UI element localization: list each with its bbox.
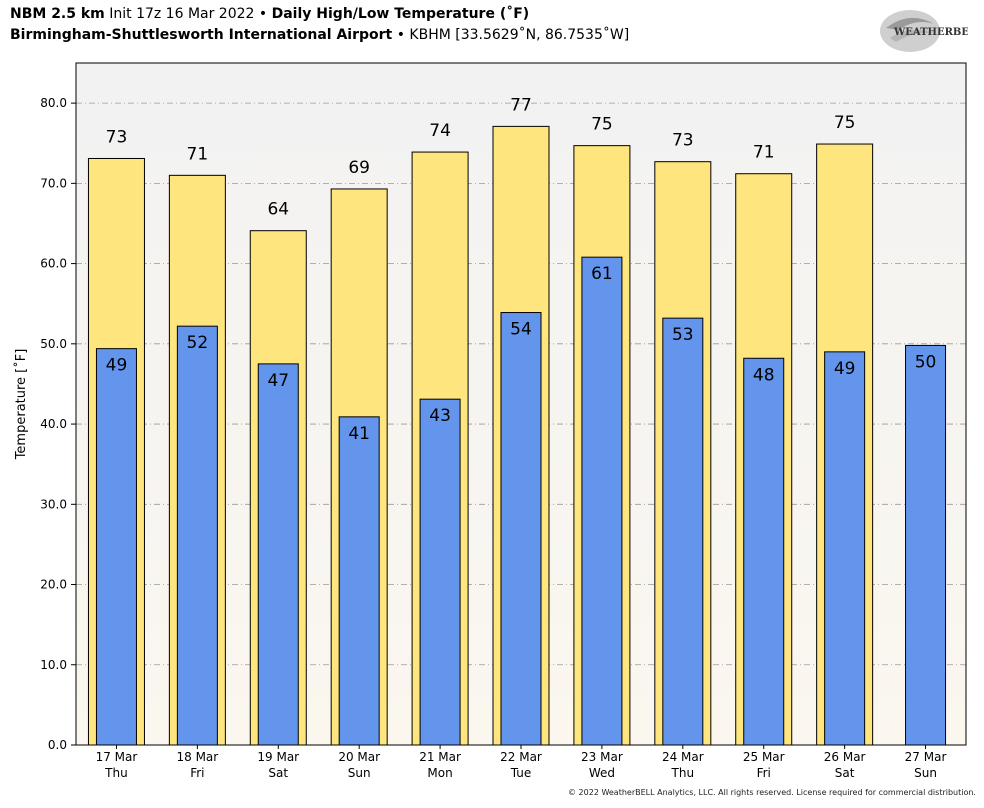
logo-text: WEATHERBELL bbox=[893, 27, 968, 38]
x-tick-date: 22 Mar bbox=[500, 750, 542, 764]
low-value-label: 61 bbox=[591, 264, 613, 284]
station-bullet: • bbox=[396, 27, 405, 43]
x-tick-day: Sun bbox=[348, 766, 371, 780]
x-tick-day: Mon bbox=[427, 766, 452, 780]
low-bar bbox=[338, 416, 380, 746]
x-tick-day: Sat bbox=[835, 766, 855, 780]
low-value-label: 43 bbox=[429, 406, 451, 426]
high-value-label: 75 bbox=[834, 113, 856, 133]
bars bbox=[87, 125, 947, 746]
init-time: Init 17z 16 Mar 2022 bbox=[109, 6, 255, 22]
low-value-label: 54 bbox=[510, 320, 532, 340]
high-value-label: 71 bbox=[753, 143, 775, 163]
low-bar bbox=[95, 348, 137, 746]
product-name: Daily High/Low Temperature (˚F) bbox=[271, 6, 530, 22]
low-value-label: 49 bbox=[834, 359, 856, 379]
high-value-label: 73 bbox=[106, 127, 128, 147]
high-value-label: 69 bbox=[348, 158, 370, 178]
value-labels: 73 49 71 52 64 47 69 41 74 43 77 54 75 61 73 53 71 48 75 49… bbox=[106, 95, 937, 443]
x-axis: 17 Mar Thu 18 Mar Fri 19 Mar Sat 20 Mar Sun 21 M… bbox=[96, 745, 947, 780]
x-tick-date: 18 Mar bbox=[176, 750, 218, 764]
weatherbell-logo: WEATHERBELL bbox=[880, 10, 968, 52]
low-bar bbox=[905, 344, 947, 746]
low-value-label: 50 bbox=[915, 352, 937, 372]
high-value-label: 77 bbox=[510, 95, 532, 115]
low-bar bbox=[419, 398, 461, 746]
low-bar bbox=[176, 325, 218, 746]
x-tick-date: 19 Mar bbox=[257, 750, 299, 764]
title-bullet: • bbox=[258, 6, 268, 22]
x-tick-date: 17 Mar bbox=[96, 750, 138, 764]
low-bar bbox=[581, 256, 623, 746]
low-bar bbox=[500, 312, 542, 746]
high-value-label: 74 bbox=[429, 121, 451, 141]
y-axis: 0.0 10.0 20.0 30.0 40.0 50.0 60.0 70.0 80.0 bbox=[40, 96, 76, 752]
y-tick-label: 20.0 bbox=[40, 578, 67, 592]
high-value-label: 73 bbox=[672, 131, 694, 151]
x-tick-date: 25 Mar bbox=[743, 750, 785, 764]
x-tick-date: 24 Mar bbox=[662, 750, 704, 764]
low-bar bbox=[824, 351, 866, 746]
y-tick-label: 70.0 bbox=[40, 176, 67, 190]
y-tick-label: 0.0 bbox=[48, 738, 67, 752]
chart-title: NBM 2.5 km Init 17z 16 Mar 2022 • Daily … bbox=[10, 6, 529, 22]
low-value-label: 47 bbox=[267, 371, 289, 391]
y-tick-label: 30.0 bbox=[40, 497, 67, 511]
low-value-label: 53 bbox=[672, 325, 694, 345]
x-tick-day: Wed bbox=[589, 766, 615, 780]
x-tick-day: Thu bbox=[671, 766, 695, 780]
low-value-label: 41 bbox=[348, 424, 370, 444]
x-tick-day: Sun bbox=[914, 766, 937, 780]
y-tick-label: 60.0 bbox=[40, 257, 67, 271]
model-name: NBM 2.5 km bbox=[10, 6, 105, 22]
copyright-footer: © 2022 WeatherBELL Analytics, LLC. All r… bbox=[568, 788, 976, 797]
x-tick-date: 23 Mar bbox=[581, 750, 623, 764]
x-tick-date: 20 Mar bbox=[338, 750, 380, 764]
x-tick-date: 27 Mar bbox=[905, 750, 947, 764]
low-value-label: 48 bbox=[753, 365, 775, 385]
x-tick-date: 26 Mar bbox=[824, 750, 866, 764]
low-bar bbox=[662, 317, 704, 746]
station-line: Birmingham-Shuttlesworth International A… bbox=[10, 27, 629, 43]
high-value-label: 64 bbox=[267, 200, 289, 220]
y-tick-label: 40.0 bbox=[40, 417, 67, 431]
high-value-label: 75 bbox=[591, 115, 613, 135]
x-tick-day: Thu bbox=[104, 766, 128, 780]
low-value-label: 49 bbox=[106, 356, 128, 376]
low-value-label: 52 bbox=[187, 333, 209, 353]
x-tick-day: Fri bbox=[757, 766, 771, 780]
y-tick-label: 10.0 bbox=[40, 658, 67, 672]
station-info: KBHM [33.5629˚N, 86.7535˚W] bbox=[409, 27, 630, 43]
high-value-label: 71 bbox=[187, 144, 209, 164]
x-tick-day: Fri bbox=[190, 766, 204, 780]
low-bar bbox=[743, 357, 785, 746]
low-bar bbox=[257, 363, 299, 746]
x-tick-date: 21 Mar bbox=[419, 750, 461, 764]
y-tick-label: 50.0 bbox=[40, 337, 67, 351]
y-axis-label: Temperature [˚F] bbox=[13, 349, 29, 461]
x-tick-day: Tue bbox=[510, 766, 532, 780]
x-tick-day: Sat bbox=[268, 766, 288, 780]
station-name: Birmingham-Shuttlesworth International A… bbox=[10, 27, 393, 43]
y-tick-label: 80.0 bbox=[40, 96, 67, 110]
